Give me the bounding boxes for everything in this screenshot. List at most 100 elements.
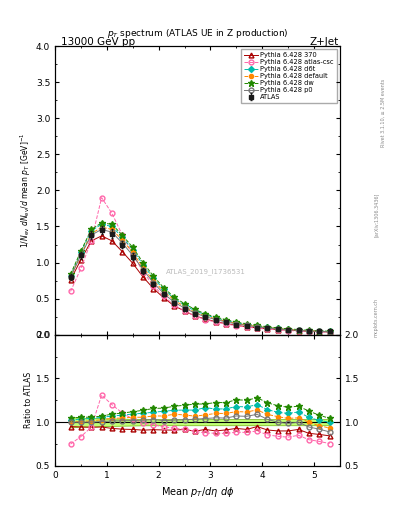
Pythia 6.428 p0: [317, 328, 321, 334]
Pythia 6.428 370: [296, 328, 301, 334]
Pythia 6.428 370: [89, 238, 94, 244]
Pythia 6.428 default: [265, 325, 270, 331]
Pythia 6.428 p0: [89, 232, 94, 238]
Pythia 6.428 dw: [296, 327, 301, 333]
Pythia 6.428 p0: [162, 290, 166, 296]
Pythia 6.428 default: [296, 327, 301, 333]
Pythia 6.428 370: [79, 257, 83, 263]
Pythia 6.428 370: [203, 316, 208, 322]
Pythia 6.428 d6t: [307, 328, 311, 334]
Pythia 6.428 370: [234, 322, 239, 328]
Pythia 6.428 d6t: [99, 221, 104, 227]
Pythia 6.428 370: [317, 329, 321, 335]
Pythia 6.428 default: [130, 249, 135, 255]
Pythia 6.428 d6t: [296, 327, 301, 333]
Text: [arXiv:1306.3436]: [arXiv:1306.3436]: [374, 193, 379, 237]
Text: Z+Jet: Z+Jet: [310, 37, 339, 47]
Pythia 6.428 atlas-csc: [110, 210, 114, 217]
Pythia 6.428 dw: [89, 226, 94, 232]
Pythia 6.428 atlas-csc: [203, 316, 208, 323]
Pythia 6.428 370: [307, 328, 311, 334]
Pythia 6.428 dw: [203, 311, 208, 317]
Pythia 6.428 atlas-csc: [275, 327, 280, 333]
Pythia 6.428 default: [151, 278, 156, 284]
Pythia 6.428 atlas-csc: [89, 238, 94, 244]
Pythia 6.428 p0: [286, 327, 290, 333]
Pythia 6.428 atlas-csc: [317, 329, 321, 335]
Pythia 6.428 default: [213, 316, 218, 322]
Pythia 6.428 d6t: [151, 275, 156, 282]
Pythia 6.428 370: [110, 238, 114, 244]
Pythia 6.428 default: [327, 329, 332, 335]
Pythia 6.428 default: [224, 318, 228, 324]
Pythia 6.428 dw: [213, 314, 218, 320]
Line: Pythia 6.428 p0: Pythia 6.428 p0: [68, 227, 332, 334]
Pythia 6.428 p0: [79, 252, 83, 259]
Pythia 6.428 atlas-csc: [68, 288, 73, 294]
Pythia 6.428 d6t: [89, 228, 94, 234]
Pythia 6.428 d6t: [213, 315, 218, 321]
Y-axis label: $1/N_\mathrm{ev}\ dN_\mathrm{ev}/d\ \mathrm{mean}\ p_T\ [\mathrm{GeV}]^{-1}$: $1/N_\mathrm{ev}\ dN_\mathrm{ev}/d\ \mat…: [18, 133, 33, 248]
Pythia 6.428 default: [99, 224, 104, 230]
Pythia 6.428 370: [120, 249, 125, 255]
Pythia 6.428 dw: [193, 306, 197, 312]
Pythia 6.428 default: [275, 326, 280, 332]
Pythia 6.428 default: [193, 309, 197, 315]
Pythia 6.428 d6t: [193, 308, 197, 314]
Pythia 6.428 p0: [68, 274, 73, 280]
Pythia 6.428 default: [79, 251, 83, 258]
Pythia 6.428 atlas-csc: [255, 325, 259, 331]
Pythia 6.428 d6t: [317, 328, 321, 334]
Pythia 6.428 default: [234, 321, 239, 327]
Pythia 6.428 370: [172, 303, 176, 309]
Pythia 6.428 d6t: [255, 323, 259, 329]
Pythia 6.428 d6t: [265, 324, 270, 330]
Pythia 6.428 dw: [327, 328, 332, 334]
Pythia 6.428 370: [99, 233, 104, 239]
Pythia 6.428 dw: [141, 260, 145, 266]
Pythia 6.428 d6t: [79, 249, 83, 255]
Pythia 6.428 p0: [275, 326, 280, 332]
Pythia 6.428 p0: [255, 324, 259, 330]
Pythia 6.428 p0: [224, 319, 228, 325]
Line: Pythia 6.428 atlas-csc: Pythia 6.428 atlas-csc: [68, 195, 332, 335]
Pythia 6.428 370: [244, 324, 249, 330]
Pythia 6.428 d6t: [234, 319, 239, 326]
Pythia 6.428 d6t: [120, 234, 125, 240]
Pythia 6.428 dw: [110, 221, 114, 227]
Pythia 6.428 default: [68, 274, 73, 280]
Pythia 6.428 dw: [275, 325, 280, 331]
Pythia 6.428 default: [89, 230, 94, 237]
Pythia 6.428 default: [172, 297, 176, 303]
Pythia 6.428 d6t: [275, 325, 280, 331]
Pythia 6.428 default: [120, 237, 125, 243]
Pythia 6.428 p0: [130, 252, 135, 259]
Pythia 6.428 atlas-csc: [286, 328, 290, 334]
Line: Pythia 6.428 dw: Pythia 6.428 dw: [68, 220, 333, 334]
Pythia 6.428 dw: [162, 285, 166, 291]
Pythia 6.428 d6t: [286, 326, 290, 332]
Pythia 6.428 dw: [244, 321, 249, 327]
Pythia 6.428 dw: [130, 244, 135, 250]
Pythia 6.428 370: [162, 295, 166, 301]
Pythia 6.428 d6t: [182, 302, 187, 308]
Pythia 6.428 p0: [99, 226, 104, 232]
Pythia 6.428 370: [255, 325, 259, 331]
Pythia 6.428 d6t: [224, 317, 228, 324]
Pythia 6.428 atlas-csc: [265, 326, 270, 332]
Pythia 6.428 default: [244, 322, 249, 328]
Pythia 6.428 p0: [141, 267, 145, 273]
Pythia 6.428 dw: [224, 316, 228, 323]
Pythia 6.428 default: [110, 226, 114, 232]
Line: Pythia 6.428 d6t: Pythia 6.428 d6t: [68, 222, 332, 333]
Pythia 6.428 atlas-csc: [172, 302, 176, 308]
Pythia 6.428 370: [275, 327, 280, 333]
Pythia 6.428 dw: [286, 326, 290, 332]
Text: ATLAS_2019_I1736531: ATLAS_2019_I1736531: [166, 268, 246, 274]
Pythia 6.428 p0: [120, 240, 125, 246]
Pythia 6.428 d6t: [68, 272, 73, 279]
Text: $p_T$ spectrum (ATLAS UE in Z production): $p_T$ spectrum (ATLAS UE in Z production…: [107, 27, 288, 40]
Pythia 6.428 atlas-csc: [99, 195, 104, 201]
Pythia 6.428 atlas-csc: [151, 283, 156, 289]
Pythia 6.428 dw: [99, 220, 104, 226]
